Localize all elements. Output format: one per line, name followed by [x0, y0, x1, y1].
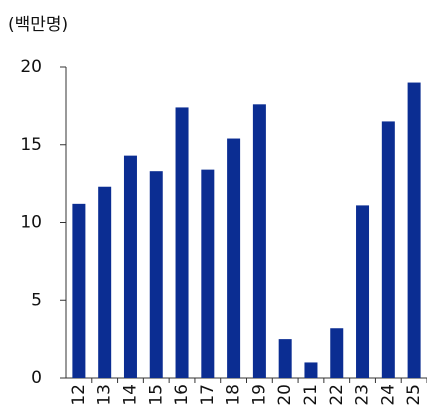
x-tick-label: 17 [198, 384, 218, 406]
x-tick-label: 12 [69, 384, 89, 406]
unit-label: (백만명) [8, 15, 68, 35]
bar [381, 121, 395, 379]
bar [123, 155, 137, 378]
x-tick-label: 25 [404, 384, 424, 406]
bar [201, 169, 215, 378]
bar [356, 205, 370, 378]
y-tick-label: 20 [20, 57, 42, 77]
y-tick-label: 0 [31, 368, 42, 388]
bar [227, 138, 241, 378]
x-tick-label: 13 [95, 384, 115, 406]
x-tick-label: 20 [275, 384, 295, 406]
x-tick-label: 22 [327, 384, 347, 406]
x-tick-label: 14 [120, 384, 140, 406]
bar [304, 362, 318, 378]
y-tick-label: 15 [20, 135, 42, 155]
bar [149, 171, 163, 378]
y-tick-label: 5 [31, 290, 42, 310]
x-tick-label: 16 [172, 384, 192, 406]
y-tick-label: 10 [20, 213, 42, 233]
bar [72, 203, 86, 378]
bar [175, 107, 189, 379]
bar [98, 186, 112, 378]
x-tick-label: 23 [353, 384, 373, 406]
x-tick-label: 15 [146, 384, 166, 406]
bar [252, 104, 266, 378]
x-tick-label: 24 [378, 384, 398, 406]
bar [330, 328, 344, 378]
bar [278, 339, 292, 378]
x-tick-label: 21 [301, 384, 321, 406]
x-tick-label: 19 [249, 384, 269, 406]
bar [407, 82, 421, 379]
x-tick-label: 18 [224, 384, 244, 406]
